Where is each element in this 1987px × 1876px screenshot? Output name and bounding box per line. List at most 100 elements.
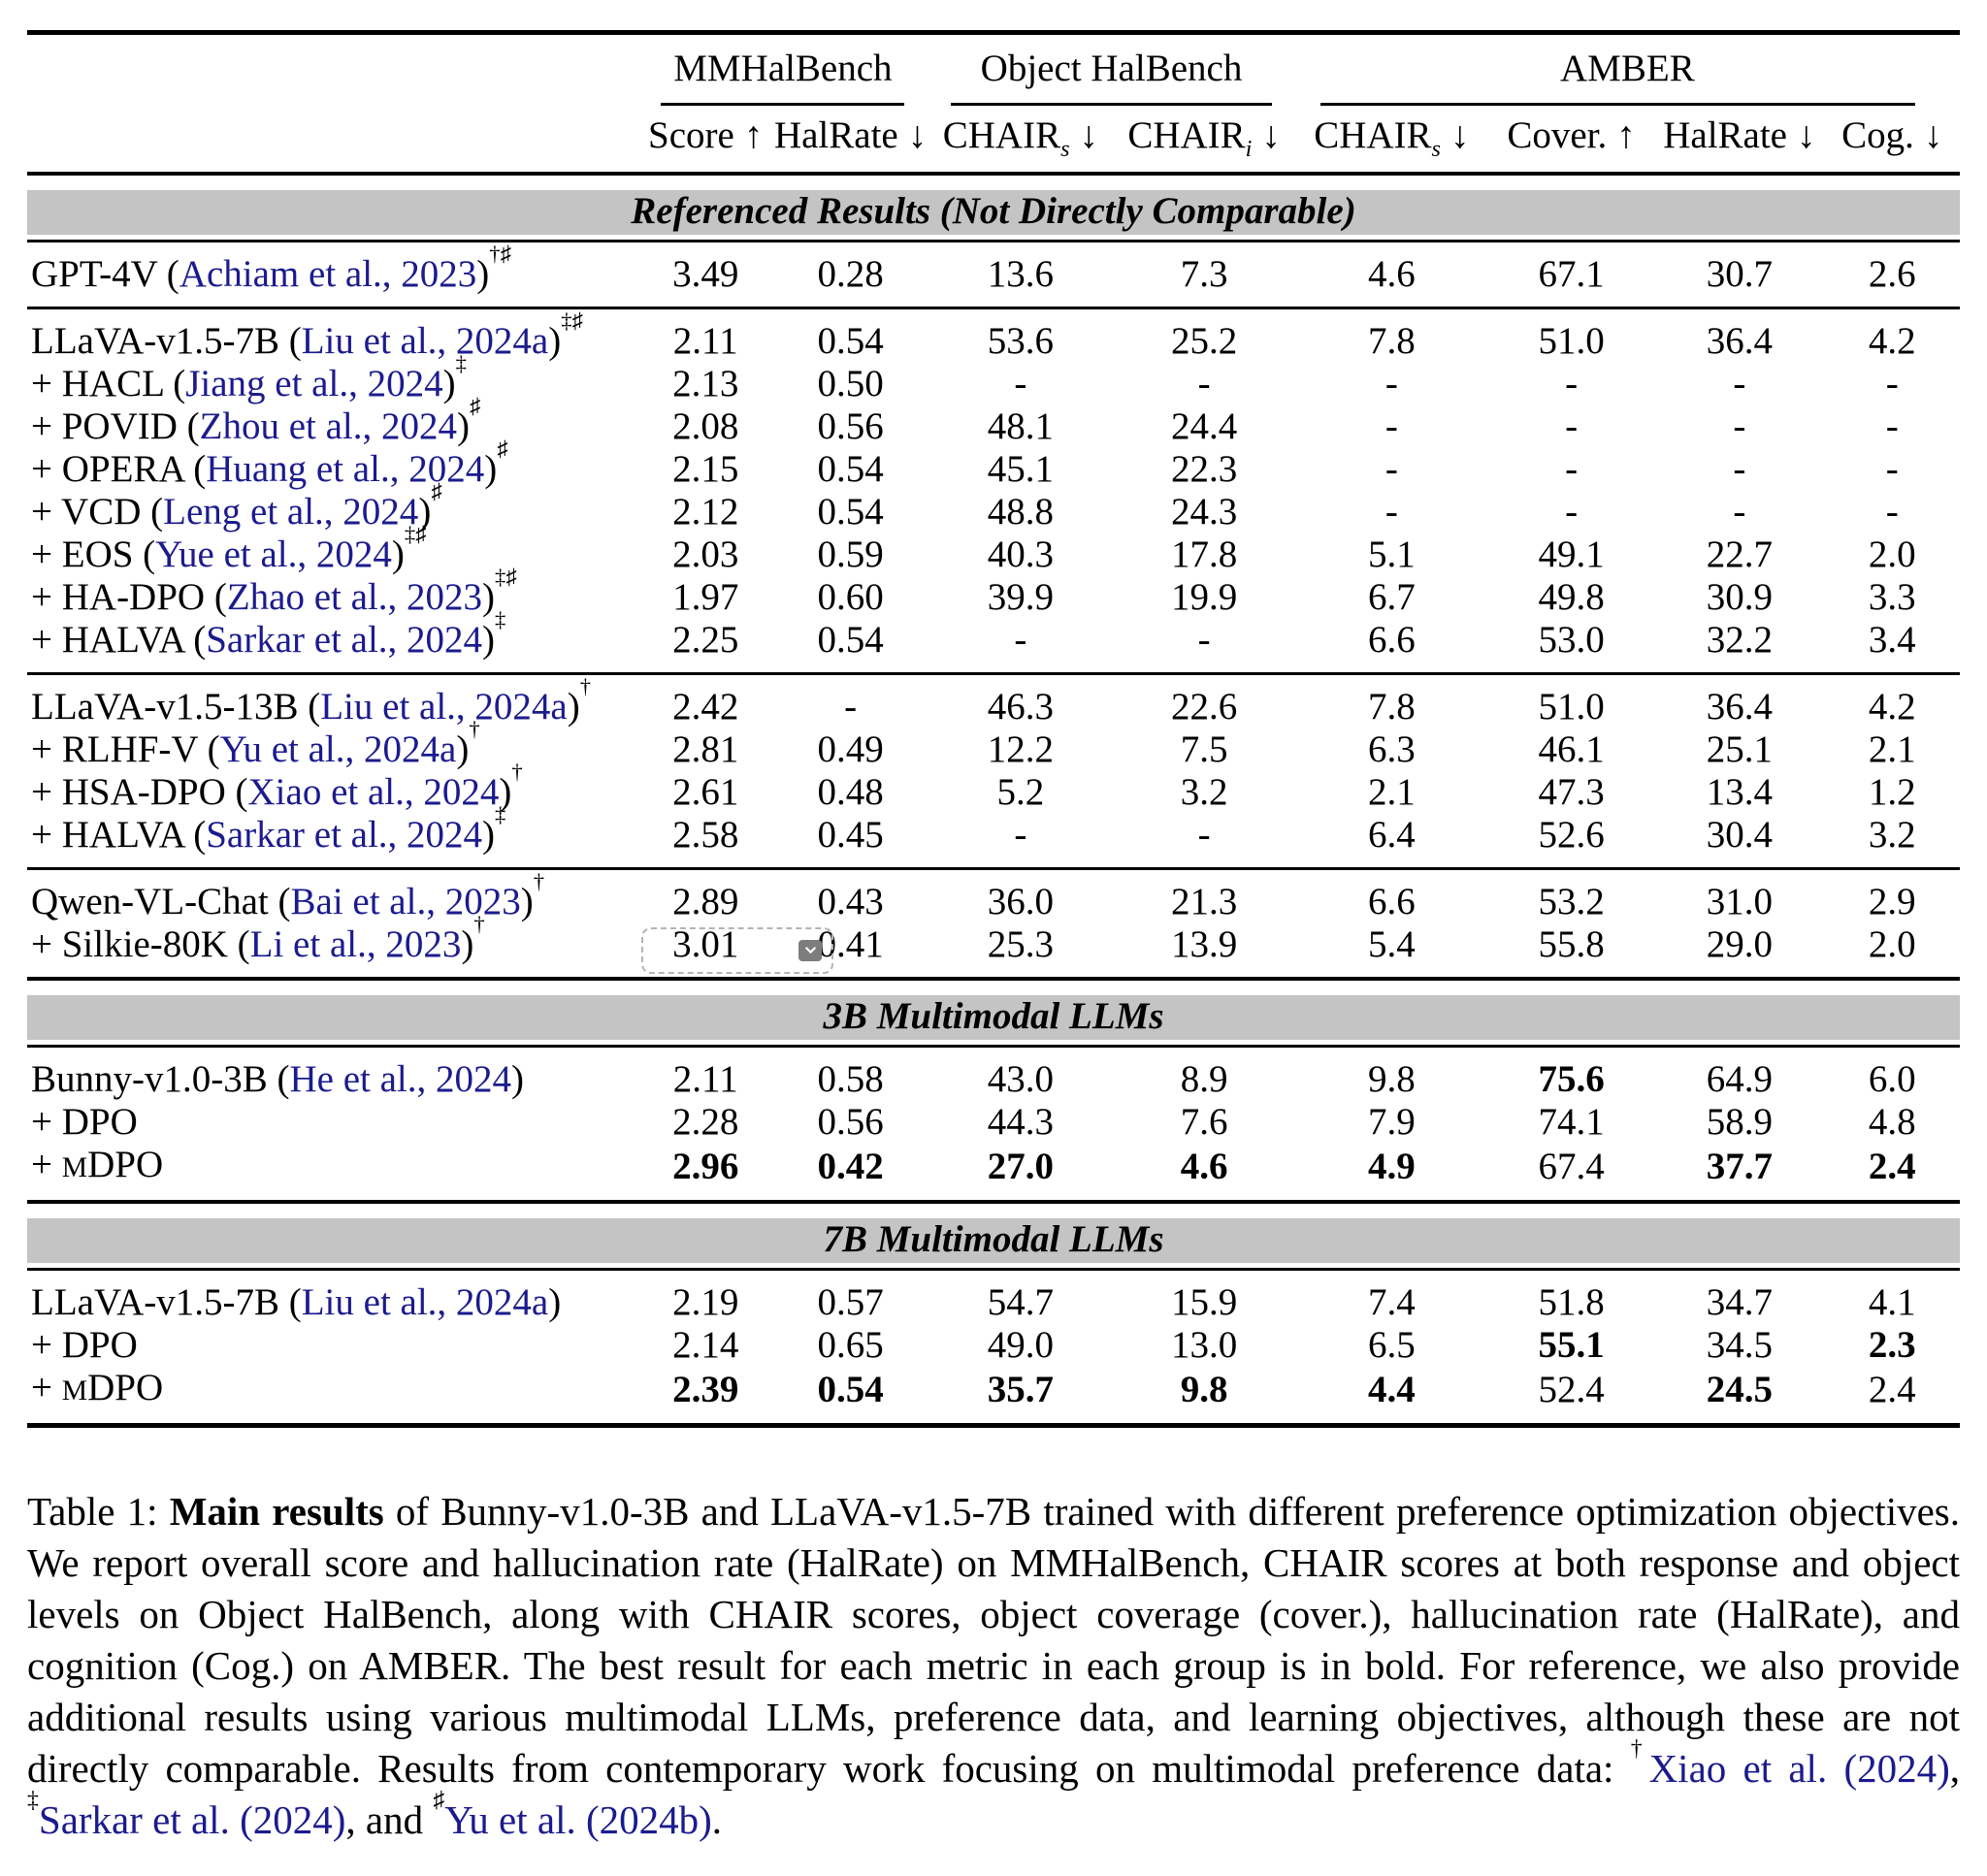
footnote-marker: ♯ xyxy=(433,1788,445,1814)
citation-link[interactable]: Zhou et al., 2024 xyxy=(199,405,458,447)
metric-value: 2.58 xyxy=(637,814,772,869)
value-text: 48.8 xyxy=(987,491,1055,533)
metric-value: 0.56 xyxy=(773,1101,928,1144)
value-text: 36.4 xyxy=(1706,686,1773,728)
metric-value: 53.0 xyxy=(1488,619,1654,674)
caption-bold-text: Main results xyxy=(169,1489,384,1534)
footnote-marker: ♯ xyxy=(470,393,481,418)
citation-link[interactable]: Leng et al., 2024 xyxy=(163,491,419,533)
metric-value: 7.6 xyxy=(1114,1101,1295,1144)
value-text: - xyxy=(1014,363,1027,404)
value-text: 2.25 xyxy=(672,619,739,661)
model-cell: + DPO xyxy=(31,1324,138,1366)
value-text: 7.6 xyxy=(1180,1101,1228,1143)
citation-link[interactable]: Sarkar et al., 2024 xyxy=(206,619,483,661)
value-text: 34.5 xyxy=(1706,1324,1773,1366)
value-text: 7.8 xyxy=(1367,320,1416,362)
citation-link[interactable]: Bai et al., 2023 xyxy=(290,881,521,922)
metric-value: 1.97 xyxy=(637,576,772,619)
citation-link[interactable]: Liu et al., 2024a xyxy=(320,686,568,728)
value-text: 46.1 xyxy=(1538,728,1605,770)
metric-value: 29.0 xyxy=(1654,923,1824,979)
selection-dropdown-button[interactable] xyxy=(798,939,823,961)
value-text: 9.8 xyxy=(1180,1368,1228,1410)
metric-value: 4.8 xyxy=(1825,1101,1961,1144)
metric-value: 6.4 xyxy=(1295,814,1488,869)
value-text: 5.1 xyxy=(1367,534,1416,575)
metric-value: 4.1 xyxy=(1825,1270,1961,1325)
value-text: - xyxy=(1733,491,1746,533)
metric-value: 67.1 xyxy=(1488,242,1654,308)
corner-cell xyxy=(27,33,637,107)
metric-value: 2.89 xyxy=(637,867,773,923)
citation-link[interactable]: Li et al., 2023 xyxy=(249,923,462,965)
value-text: 2.0 xyxy=(1868,534,1916,575)
value-text: 3.2 xyxy=(1868,814,1916,856)
metric-value: 2.13 xyxy=(637,363,772,405)
value-text: 29.0 xyxy=(1706,923,1773,965)
value-text: 34.7 xyxy=(1706,1281,1773,1323)
value-text: 46.3 xyxy=(987,686,1055,728)
citation-link[interactable]: Yue et al., 2024 xyxy=(155,534,392,575)
metric-value: 2.39 xyxy=(637,1367,772,1426)
column-header-chair-s: CHAIRs ↓ xyxy=(928,106,1113,174)
metric-value: 2.42 xyxy=(637,672,773,728)
citation-link[interactable]: Sarkar et al., 2024 xyxy=(206,814,483,856)
citation-link[interactable]: Yu et al. (2024b) xyxy=(444,1797,712,1842)
metric-value: 0.56 xyxy=(773,405,928,448)
footnote-marker: ‡ xyxy=(455,350,467,375)
value-text: 37.7 xyxy=(1706,1145,1773,1187)
citation-link[interactable]: Sarkar et al. (2024) xyxy=(38,1797,346,1842)
value-text: 64.9 xyxy=(1706,1058,1773,1100)
citation-link[interactable]: Zhao et al., 2023 xyxy=(226,576,483,618)
model-cell: + RLHF-V (Yu et al., 2024a)† xyxy=(31,716,480,770)
value-text: 2.11 xyxy=(672,1058,738,1100)
footnote-marker: ‡♯ xyxy=(561,307,583,333)
citation-link[interactable]: Liu et al., 2024a xyxy=(301,320,549,362)
metric-value: 9.8 xyxy=(1114,1367,1295,1426)
caption-text: , and xyxy=(345,1797,434,1842)
metric-value: 53.2 xyxy=(1487,867,1655,923)
column-header-cog: Cog. ↓ xyxy=(1825,106,1961,174)
metric-value: 2.19 xyxy=(637,1270,772,1325)
citation-link[interactable]: Xiao et al., 2024 xyxy=(247,771,500,813)
metric-value: 0.28 xyxy=(773,242,928,308)
citation-link[interactable]: Yu et al., 2024a xyxy=(219,728,457,770)
value-text: 1.2 xyxy=(1868,771,1916,813)
citation-link[interactable]: Achiam et al., 2023 xyxy=(179,253,477,295)
group-header-mmhalbench: MMHalBench xyxy=(637,33,928,106)
metric-value: 27.0 xyxy=(928,1144,1113,1202)
metric-subscript: i xyxy=(1245,135,1253,162)
citation-link[interactable]: Xiao et al. (2024) xyxy=(1648,1746,1950,1791)
value-text: 15.9 xyxy=(1170,1281,1238,1323)
metric-value: 2.1 xyxy=(1825,728,1961,771)
citation-link[interactable]: He et al., 2024 xyxy=(289,1058,512,1100)
table-row: LLaVA-v1.5-13B (Liu et al., 2024a)† 2.42 -… xyxy=(27,672,1960,728)
value-text: 25.1 xyxy=(1706,728,1773,770)
metric-value: 4.2 xyxy=(1824,307,1960,363)
metric-value: 17.8 xyxy=(1114,534,1295,576)
metric-name: CHAIR xyxy=(1127,114,1246,156)
value-text: 21.3 xyxy=(1170,881,1238,922)
value-text: 55.1 xyxy=(1538,1324,1605,1366)
table-row: + HALVA (Sarkar et al., 2024)‡ 2.58 0.45 - -… xyxy=(27,803,1960,869)
value-text: 19.9 xyxy=(1170,576,1238,618)
group-title: Object HalBench xyxy=(980,48,1243,89)
metric-value: 0.60 xyxy=(773,576,928,619)
citation-link[interactable]: Jiang et al., 2024 xyxy=(185,363,443,404)
value-text: 74.1 xyxy=(1538,1101,1605,1143)
table-row: + POVID (Zhou et al., 2024)♯ 2.08 0.56 48.1… xyxy=(27,395,1960,448)
metric-value: 0.54 xyxy=(773,1367,928,1426)
value-text: 4.2 xyxy=(1868,320,1916,362)
citation-link[interactable]: Liu et al., 2024a xyxy=(301,1281,549,1323)
value-text: 75.6 xyxy=(1538,1058,1605,1100)
metric-value: 7.5 xyxy=(1114,728,1295,771)
metric-value: - xyxy=(1295,491,1488,534)
value-text: - xyxy=(1565,405,1579,447)
value-text: - xyxy=(1885,363,1899,404)
caption-text: . xyxy=(711,1797,723,1842)
value-text: 7.8 xyxy=(1367,686,1416,728)
caption-text: , xyxy=(1949,1746,1961,1791)
metric-value: 48.1 xyxy=(928,405,1113,448)
citation-link[interactable]: Huang et al., 2024 xyxy=(206,448,485,490)
